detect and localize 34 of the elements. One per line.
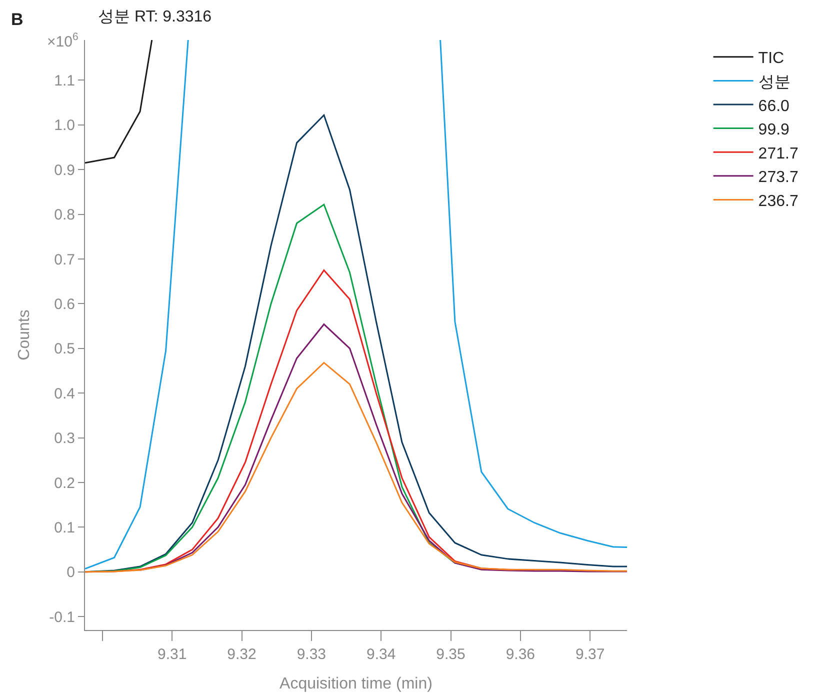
- y-tick-label: 0.3: [54, 430, 75, 448]
- legend-label: 236.7: [758, 192, 798, 210]
- x-tick-label: 9.32: [227, 646, 256, 663]
- chart-title: 성분 RT: 9.3316: [98, 8, 212, 26]
- y-tick-label: 0.5: [54, 340, 75, 358]
- y-tick-label: 0: [66, 564, 75, 582]
- x-tick-label: 9.33: [296, 646, 326, 663]
- legend-label: 66.0: [758, 98, 790, 115]
- x-tick-label: 9.36: [506, 646, 536, 663]
- y-tick-label: 1.0: [54, 117, 75, 134]
- y-tick-label: -0.1: [49, 608, 75, 626]
- x-tick-label: 9.35: [436, 646, 466, 663]
- legend-label: TIC: [758, 50, 784, 68]
- y-tick-label: 0.4: [54, 385, 75, 402]
- y-tick-label: 0.7: [54, 251, 75, 268]
- y-axis-title: Counts: [16, 310, 34, 360]
- line-series: [85, 362, 627, 573]
- y-tick-label: 1.1: [54, 72, 75, 90]
- x-tick-label: 9.34: [366, 646, 396, 663]
- y-tick-label: 0.9: [54, 162, 75, 179]
- y-tick-label: 0.2: [54, 474, 75, 492]
- text: B: [11, 10, 24, 29]
- y-tick-label: 0.8: [54, 206, 75, 224]
- text: ×10$^{6}$: [47, 31, 78, 50]
- x-tick-label: 9.37: [575, 646, 605, 663]
- legend-label: 273.7: [758, 169, 798, 186]
- line-series: [85, 40, 153, 164]
- legend-label: 99.9: [758, 122, 790, 139]
- legend-label: 성분: [758, 74, 790, 91]
- x-tick-label: 9.31: [157, 646, 187, 663]
- x-axis-title: Acquisition time (min): [280, 676, 432, 693]
- legend-label: 271.7: [758, 145, 798, 162]
- y-tick-label: 0.6: [54, 296, 75, 313]
- y-tick-label: 0.1: [54, 519, 75, 536]
